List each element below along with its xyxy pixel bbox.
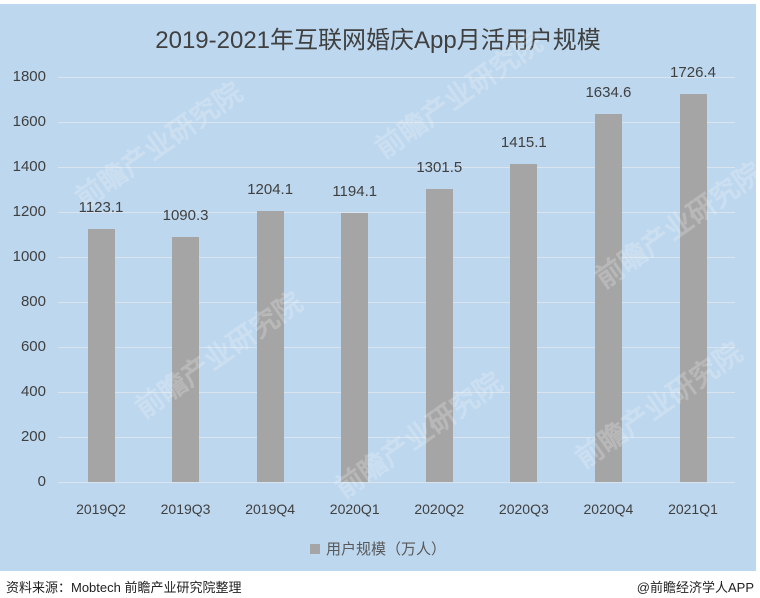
legend-label: 用户规模（万人）: [325, 541, 446, 558]
bar-2020Q2: [425, 189, 453, 482]
gridline: [58, 302, 735, 303]
bar-2019Q3: [172, 236, 200, 482]
y-tick-label: 800: [20, 293, 46, 310]
bar-2020Q3: [510, 163, 538, 482]
x-tick-label: 2020Q3: [498, 501, 549, 517]
chart-title: 2019-2021年互联网婚庆App月活用户规模: [155, 27, 601, 54]
x-tick-label: 2020Q4: [583, 501, 634, 517]
y-tick-label: 1600: [12, 113, 46, 130]
data-label: 1726.4: [670, 63, 716, 81]
data-label: 1301.5: [416, 159, 463, 177]
gridline: [58, 77, 735, 78]
x-tick-label: 2020Q2: [414, 501, 465, 517]
y-tick-label: 200: [20, 428, 46, 445]
x-tick-label: 2019Q4: [245, 501, 296, 517]
gridline: [58, 212, 735, 213]
y-tick-label: 1000: [12, 248, 46, 265]
gridline: [58, 122, 735, 123]
gridline: [58, 437, 735, 438]
gridline: [58, 257, 735, 258]
bar-2021Q1: [679, 93, 707, 482]
chart-area: 2019-2021年互联网婚庆App月活用户规模 0 200 400 600 800 10…: [0, 4, 760, 571]
data-label: 1194.1: [332, 183, 378, 201]
gridline: [58, 482, 735, 483]
data-label: 1123.1: [78, 199, 124, 217]
data-label: 1634.6: [585, 84, 632, 102]
x-tick-label: 2019Q3: [160, 501, 211, 517]
data-label: 1415.1: [500, 133, 547, 151]
gridline: [58, 167, 735, 168]
legend-swatch: [309, 544, 320, 554]
bar-2020Q4: [594, 114, 622, 482]
data-label: 1204.1: [247, 181, 294, 199]
data-label: 1090.3: [162, 206, 209, 224]
source-note: 资料来源：Mobtech 前瞻产业研究院整理: [6, 580, 242, 595]
legend: 用户规模（万人）: [0, 538, 756, 559]
bar-2020Q1: [341, 213, 369, 482]
gridline: [58, 392, 735, 393]
plot-area: 1123.1 2019Q2 1090.3 2019Q3 1204.1 2019Q4 1194…: [58, 4, 735, 571]
y-tick-label: 1800: [12, 68, 46, 85]
y-tick-label: 400: [20, 383, 46, 400]
gridline: [58, 347, 735, 348]
x-tick-label: 2021Q1: [668, 501, 718, 517]
y-tick-label: 0: [37, 473, 46, 490]
y-tick-label: 1400: [12, 158, 46, 175]
x-tick-label: 2020Q1: [329, 501, 380, 517]
x-tick-label: 2019Q2: [76, 501, 126, 517]
bar-2019Q4: [256, 211, 284, 482]
bar-2019Q2: [87, 229, 115, 482]
y-tick-label: 600: [20, 338, 46, 355]
credit-note: @前瞻经济学人APP: [636, 580, 754, 595]
y-tick-label: 1200: [12, 203, 46, 220]
